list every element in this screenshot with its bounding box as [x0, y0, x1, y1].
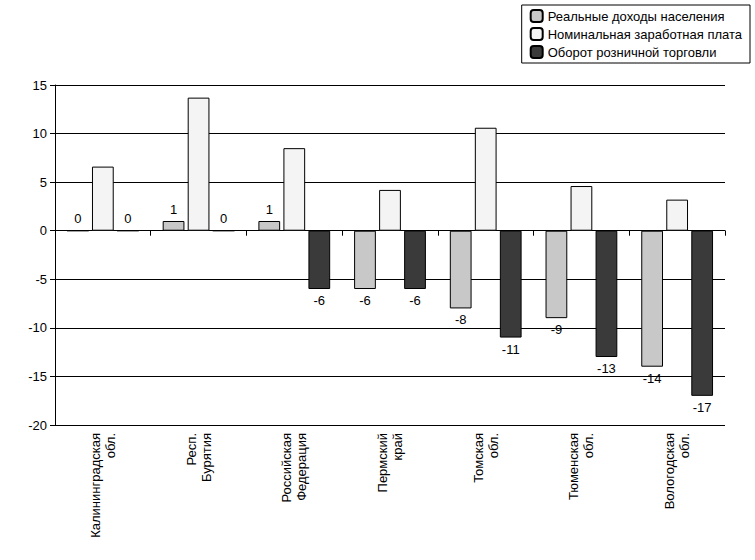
svg-text:Тюменская: Тюменская [566, 433, 581, 500]
svg-text:0: 0 [220, 211, 227, 226]
svg-text:Пермский: Пермский [375, 433, 390, 492]
svg-text:край: край [390, 433, 405, 460]
svg-text:Российская: Российская [279, 433, 294, 503]
svg-text:-6: -6 [314, 293, 326, 308]
svg-text:-14: -14 [643, 371, 662, 386]
svg-text:Калининградская: Калининградская [88, 433, 103, 538]
svg-text:Реальные доходы населения: Реальные доходы населения [548, 9, 725, 24]
svg-text:1: 1 [266, 202, 273, 217]
svg-text:Оборот розничной торговли: Оборот розничной торговли [548, 45, 717, 60]
svg-text:-11: -11 [502, 342, 520, 357]
svg-text:-20: -20 [28, 418, 47, 433]
svg-text:1: 1 [170, 202, 177, 217]
svg-text:Бурятия: Бурятия [199, 433, 214, 482]
svg-text:-6: -6 [359, 293, 371, 308]
svg-text:Федерация: Федерация [294, 433, 309, 501]
svg-text:Томская: Томская [471, 433, 486, 483]
svg-text:обл.: обл. [486, 433, 501, 458]
svg-text:-13: -13 [597, 361, 616, 376]
svg-text:5: 5 [40, 175, 47, 190]
svg-text:15: 15 [33, 78, 47, 93]
svg-text:0: 0 [40, 223, 47, 238]
svg-text:-6: -6 [409, 293, 421, 308]
svg-text:10: 10 [33, 126, 47, 141]
svg-text:Номинальная заработная плата: Номинальная заработная плата [548, 27, 743, 42]
svg-text:0: 0 [124, 211, 131, 226]
svg-text:обл.: обл. [103, 433, 118, 458]
svg-text:Респ.: Респ. [184, 433, 199, 465]
svg-text:-5: -5 [35, 272, 47, 287]
svg-text:-17: -17 [693, 400, 712, 415]
svg-text:-10: -10 [28, 320, 47, 335]
svg-text:-15: -15 [28, 369, 47, 384]
svg-text:0: 0 [74, 211, 81, 226]
svg-text:Вологодская: Вологодская [662, 433, 677, 509]
svg-text:обл.: обл. [677, 433, 692, 458]
svg-text:-9: -9 [551, 322, 563, 337]
svg-text:обл.: обл. [581, 433, 596, 458]
svg-text:-8: -8 [455, 312, 467, 327]
